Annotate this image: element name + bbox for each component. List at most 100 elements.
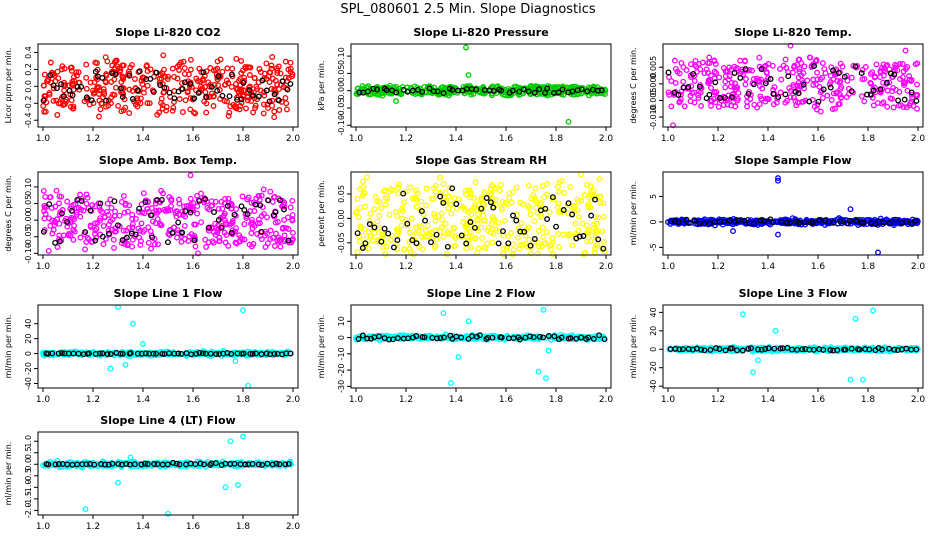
data-point	[187, 66, 194, 73]
data-point	[548, 89, 555, 96]
overlay-point	[117, 350, 124, 357]
data-point	[883, 63, 890, 69]
data-point	[844, 217, 851, 224]
overlay-point	[590, 335, 597, 342]
y-axis-label: degrees C per min.	[4, 175, 13, 251]
overlay-point	[765, 345, 772, 352]
data-point	[277, 70, 284, 77]
data-point	[181, 70, 188, 77]
overlay-point	[569, 211, 576, 218]
data-point	[832, 105, 838, 112]
data-point	[467, 244, 474, 251]
data-point	[59, 207, 66, 213]
data-point	[386, 211, 393, 218]
data-point	[466, 194, 473, 201]
data-point	[61, 87, 68, 94]
data-point	[877, 69, 884, 76]
y-tick-label: 5	[649, 194, 658, 199]
data-point	[40, 82, 47, 89]
overlay-point	[102, 461, 108, 468]
overlay-point	[913, 97, 920, 104]
data-point	[148, 245, 154, 252]
data-point	[439, 216, 446, 223]
panel-title: Slope Li-820 Temp.	[734, 26, 852, 39]
data-point	[880, 79, 887, 86]
y-axis-label: percent per min.	[317, 180, 326, 247]
overlay-point	[483, 195, 490, 201]
x-tick-label: 1.8	[861, 134, 876, 144]
data-point	[97, 207, 104, 213]
data-point	[516, 245, 523, 252]
outlier-point	[130, 320, 136, 327]
data-point	[47, 59, 54, 66]
overlay-point	[241, 207, 248, 213]
overlay-point	[578, 334, 585, 341]
overlay-point	[842, 346, 849, 353]
overlay-point	[202, 196, 209, 203]
overlay-point	[426, 85, 433, 92]
overlay-point	[187, 209, 194, 216]
overlay-point	[903, 218, 910, 225]
data-point	[816, 83, 823, 90]
x-tick-label: 1.2	[399, 134, 413, 144]
overlay-points	[665, 63, 920, 105]
x-tick-label: 1.6	[186, 522, 201, 532]
overlay-point	[195, 89, 202, 96]
data-point	[236, 232, 243, 239]
overlay-point	[437, 335, 444, 341]
data-point	[254, 85, 261, 92]
overlay-point	[792, 88, 799, 95]
data-point	[154, 111, 161, 118]
data-point	[83, 61, 90, 68]
data-point	[138, 238, 144, 245]
data-point	[225, 112, 232, 119]
overlay-point	[722, 94, 728, 101]
overlay-point	[119, 93, 126, 100]
outlier-point	[545, 347, 552, 354]
y-tick-label: 0.000	[649, 72, 658, 95]
data-point	[123, 227, 130, 234]
data-point	[806, 54, 813, 61]
data-point	[499, 206, 505, 213]
data-point	[237, 76, 244, 82]
overlay-point	[531, 236, 538, 242]
data-point	[465, 209, 472, 215]
data-point	[154, 209, 161, 216]
data-point	[284, 214, 291, 221]
data-point	[168, 197, 175, 204]
overlay-point	[580, 233, 587, 239]
x-tick-label: 1.0	[661, 134, 676, 144]
data-point	[399, 215, 406, 222]
data-point	[751, 101, 758, 108]
overlay-point	[105, 461, 112, 468]
data-point	[836, 91, 843, 98]
overlay-point	[378, 238, 385, 245]
data-point	[763, 69, 770, 76]
overlay-point	[880, 219, 887, 226]
data-point	[242, 63, 249, 70]
data-point	[140, 190, 147, 197]
y-axis-label: kPa per min.	[317, 60, 326, 110]
overlay-point	[578, 86, 585, 93]
data-point	[814, 76, 821, 83]
data-point	[282, 58, 289, 65]
overlay-point	[134, 350, 141, 357]
overlay-point	[359, 245, 366, 251]
overlay-point	[86, 350, 92, 357]
overlay-point	[142, 350, 149, 357]
overlay-point	[520, 86, 527, 93]
data-point	[401, 246, 408, 253]
data-point	[269, 54, 276, 60]
data-point	[289, 71, 296, 78]
data-point	[908, 91, 915, 98]
overlay-point	[105, 230, 112, 237]
data-point	[451, 243, 457, 250]
data-point	[374, 218, 381, 225]
data-point	[289, 197, 296, 204]
data-point	[67, 232, 74, 239]
data-point	[393, 226, 400, 233]
data-point	[203, 68, 210, 75]
data-point	[801, 63, 808, 70]
data-point	[87, 222, 94, 229]
panel-title: Slope Li-820 CO2	[115, 26, 221, 39]
